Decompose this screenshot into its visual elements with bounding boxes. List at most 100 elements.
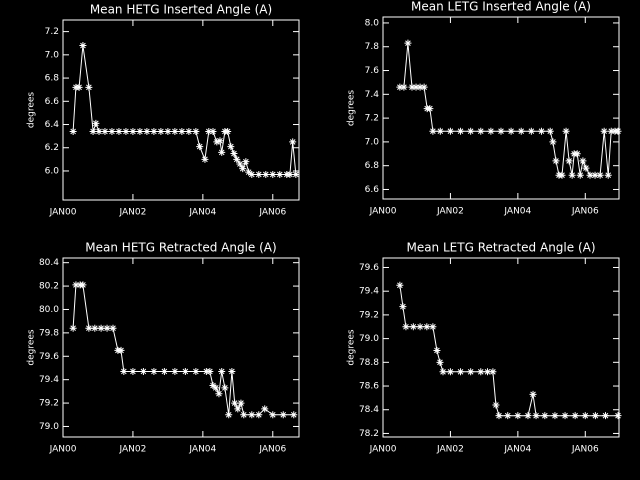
data-point — [201, 155, 209, 163]
y-tick-label: 80.4 — [39, 258, 59, 268]
data-point — [614, 127, 622, 135]
plot-frame — [382, 16, 620, 200]
data-point — [129, 127, 137, 135]
y-tick-label: 80.2 — [39, 282, 59, 292]
y-tick-label: 6.4 — [45, 120, 60, 130]
panel: Mean LETG Retracted Angle (A) degrees 78.2… — [347, 241, 622, 455]
data-point — [409, 323, 417, 331]
data-point — [591, 412, 599, 420]
y-tick-label: 78.6 — [359, 382, 379, 392]
data-point — [552, 157, 560, 165]
data-point — [546, 127, 554, 135]
data-point — [248, 170, 256, 178]
data-point — [477, 127, 485, 135]
data-point — [596, 171, 604, 179]
y-tick-label: 6.6 — [365, 185, 380, 195]
y-tick-label: 78.4 — [359, 405, 379, 415]
data-point — [497, 127, 505, 135]
data-point — [457, 368, 465, 376]
data-point — [242, 158, 250, 166]
data-point — [289, 138, 297, 146]
data-point — [579, 157, 587, 165]
data-point — [239, 165, 247, 173]
data-point — [115, 127, 123, 135]
x-tick-label: JAN04 — [188, 208, 216, 218]
y-tick-label: 79.6 — [39, 352, 59, 362]
data-point — [416, 83, 424, 91]
data-point — [604, 171, 612, 179]
data-point — [216, 137, 224, 145]
data-point — [117, 346, 125, 354]
x-tick-label: JAN00 — [49, 208, 77, 218]
data-point — [292, 170, 300, 178]
y-tick-label: 6.6 — [45, 97, 60, 107]
data-point — [467, 127, 475, 135]
data-point — [97, 324, 105, 332]
data-point — [558, 171, 566, 179]
data-point — [248, 411, 256, 419]
data-point — [72, 281, 80, 289]
data-point — [492, 401, 500, 409]
y-tick-label: 7.6 — [365, 66, 380, 76]
data-point — [240, 411, 248, 419]
data-point — [129, 367, 137, 375]
data-point — [399, 303, 407, 311]
panel: Mean HETG Inserted Angle (A) degrees 6.0 6.… — [27, 3, 300, 218]
data-point — [404, 39, 412, 47]
data-point — [192, 127, 200, 135]
data-point — [549, 138, 557, 146]
data-point — [85, 324, 93, 332]
data-point — [565, 157, 573, 165]
y-tick-label: 7.4 — [365, 90, 380, 100]
y-axis-label: degrees — [347, 90, 357, 127]
data-point — [436, 358, 444, 366]
data-point — [586, 171, 594, 179]
data-point — [541, 412, 549, 420]
data-point — [607, 127, 615, 135]
y-tick-label: 79.2 — [39, 399, 59, 409]
data-point — [537, 127, 545, 135]
data-point — [429, 323, 437, 331]
x-tick-label: JAN02 — [119, 445, 147, 455]
y-tick-label: 78.2 — [359, 429, 379, 439]
data-point — [209, 382, 217, 390]
data-point — [551, 412, 559, 420]
data-point — [157, 127, 165, 135]
y-tick-label: 80.0 — [39, 305, 59, 315]
data-line — [72, 284, 294, 416]
data-point — [527, 127, 535, 135]
y-tick-label: 79.8 — [39, 328, 59, 338]
data-point — [439, 368, 447, 376]
data-point — [446, 368, 454, 376]
data-point — [181, 367, 189, 375]
data-point — [139, 367, 147, 375]
data-point — [507, 127, 515, 135]
data-point — [178, 127, 186, 135]
data-point — [562, 127, 570, 135]
data-point — [255, 411, 263, 419]
data-point — [467, 368, 475, 376]
data-point — [92, 119, 100, 127]
data-point — [234, 405, 242, 413]
data-point — [231, 399, 239, 407]
data-point — [205, 127, 213, 135]
data-line — [399, 43, 618, 176]
data-line — [72, 45, 297, 175]
data-point — [457, 127, 465, 135]
data-point — [79, 42, 87, 50]
y-axis-label: degrees — [27, 329, 37, 366]
data-point — [85, 83, 93, 91]
data-point — [213, 138, 221, 146]
y-tick-label: 6.8 — [45, 74, 60, 84]
x-tick-label: JAN04 — [503, 445, 531, 455]
panel-title: Mean LETG Inserted Angle (A) — [411, 0, 591, 14]
data-point — [412, 83, 420, 91]
data-point — [591, 171, 599, 179]
data-point — [218, 148, 226, 156]
data-point — [279, 411, 287, 419]
data-point — [262, 170, 270, 178]
y-tick-label: 6.0 — [45, 166, 60, 176]
data-point — [75, 83, 83, 91]
data-point — [108, 127, 116, 135]
data-point — [269, 170, 277, 178]
